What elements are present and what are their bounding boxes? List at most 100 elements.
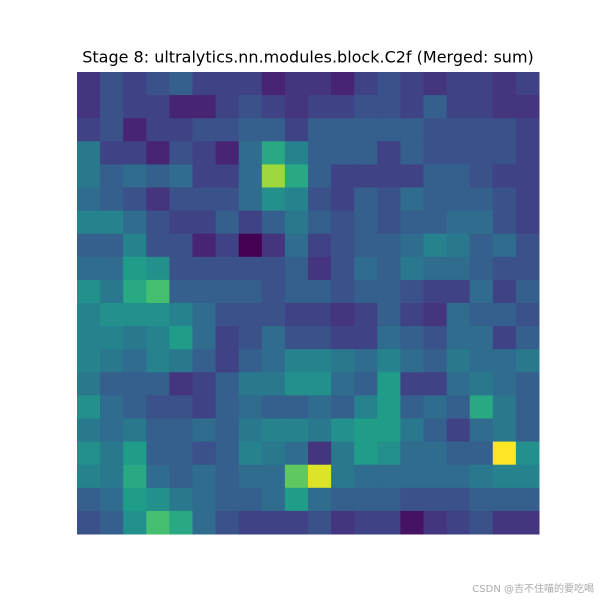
heat-cell bbox=[308, 164, 332, 188]
heat-cell bbox=[77, 164, 101, 188]
heat-cell bbox=[469, 441, 494, 466]
heat-cell bbox=[192, 95, 217, 119]
heat-cell bbox=[308, 303, 332, 327]
heat-cell bbox=[146, 164, 170, 188]
heat-cell bbox=[284, 487, 309, 512]
heat-cell bbox=[77, 418, 101, 443]
heat-cell bbox=[354, 349, 378, 373]
heat-cell bbox=[423, 441, 448, 466]
heat-cell bbox=[492, 464, 517, 489]
heat-cell bbox=[400, 141, 424, 165]
heat-cell bbox=[469, 256, 494, 281]
heat-cell bbox=[169, 464, 193, 489]
heat-cell bbox=[354, 303, 378, 327]
heat-cell bbox=[354, 118, 378, 142]
heat-cell bbox=[146, 510, 170, 535]
heat-cell bbox=[100, 487, 124, 512]
heat-cell bbox=[400, 303, 424, 327]
heat-cell bbox=[146, 233, 170, 258]
heat-cell bbox=[123, 395, 147, 419]
heat-cell bbox=[423, 256, 448, 281]
heat-cell bbox=[469, 487, 494, 512]
heat-cell bbox=[446, 441, 471, 466]
heat-cell bbox=[146, 95, 170, 119]
heat-cell bbox=[77, 187, 101, 212]
heat-cell bbox=[492, 279, 517, 304]
heat-cell bbox=[377, 441, 401, 466]
heat-cell bbox=[146, 210, 170, 235]
heat-cell bbox=[400, 164, 424, 188]
heat-cell bbox=[331, 349, 355, 373]
heat-cell bbox=[377, 395, 401, 419]
heat-cell bbox=[100, 72, 124, 96]
heat-cell bbox=[100, 164, 124, 188]
heat-cell bbox=[123, 256, 147, 281]
heat-cell bbox=[469, 395, 494, 419]
heat-cell bbox=[238, 464, 263, 489]
heat-cell bbox=[123, 418, 147, 443]
heat-cell bbox=[492, 395, 517, 419]
heat-cell bbox=[308, 118, 332, 142]
heat-cell bbox=[308, 418, 332, 443]
heat-cell bbox=[261, 233, 286, 258]
heat-cell bbox=[354, 487, 378, 512]
heat-cell bbox=[515, 187, 540, 212]
heat-cell bbox=[377, 510, 401, 535]
heat-cell bbox=[192, 464, 217, 489]
heat-cell bbox=[169, 418, 193, 443]
heat-cell bbox=[284, 349, 309, 373]
heat-cell bbox=[469, 510, 494, 535]
heat-cell bbox=[354, 418, 378, 443]
heat-cell bbox=[400, 187, 424, 212]
heat-cell bbox=[354, 256, 378, 281]
heat-cell bbox=[423, 349, 448, 373]
heat-cell bbox=[238, 372, 263, 396]
heat-cell bbox=[215, 141, 240, 165]
heat-cell bbox=[446, 256, 471, 281]
heat-cell bbox=[215, 464, 240, 489]
heat-cell bbox=[400, 418, 424, 443]
heat-cell bbox=[77, 510, 101, 535]
heat-cell bbox=[169, 303, 193, 327]
heat-cell bbox=[331, 164, 355, 188]
heat-cell bbox=[169, 210, 193, 235]
heat-cell bbox=[354, 210, 378, 235]
heat-cell bbox=[515, 118, 540, 142]
heat-cell bbox=[238, 256, 263, 281]
heat-cell bbox=[215, 233, 240, 258]
heat-cell bbox=[331, 395, 355, 419]
heat-cell bbox=[261, 164, 286, 188]
heat-cell bbox=[261, 441, 286, 466]
heat-cell bbox=[146, 118, 170, 142]
heat-cell bbox=[308, 233, 332, 258]
heat-cell bbox=[123, 187, 147, 212]
heat-cell bbox=[261, 256, 286, 281]
heat-cell bbox=[261, 326, 286, 350]
heat-cell bbox=[100, 418, 124, 443]
heat-cell bbox=[492, 72, 517, 96]
heat-cell bbox=[469, 233, 494, 258]
heat-cell bbox=[308, 326, 332, 350]
heat-cell bbox=[308, 279, 332, 304]
heat-cell bbox=[423, 487, 448, 512]
heat-cell bbox=[492, 187, 517, 212]
heat-cell bbox=[469, 164, 494, 188]
heat-cell bbox=[331, 141, 355, 165]
heat-cell bbox=[354, 187, 378, 212]
heat-cell bbox=[400, 72, 424, 96]
heat-cell bbox=[308, 464, 332, 489]
heat-cell bbox=[77, 279, 101, 304]
heat-cell bbox=[77, 326, 101, 350]
heat-cell bbox=[77, 141, 101, 165]
heat-cell bbox=[469, 141, 494, 165]
heat-cell bbox=[308, 95, 332, 119]
heat-cell bbox=[354, 95, 378, 119]
heat-cell bbox=[192, 210, 217, 235]
heat-cell bbox=[446, 187, 471, 212]
heat-cell bbox=[100, 303, 124, 327]
heat-cell bbox=[238, 187, 263, 212]
heat-cell bbox=[100, 395, 124, 419]
heat-cell bbox=[261, 487, 286, 512]
heat-cell bbox=[284, 418, 309, 443]
heat-cell bbox=[284, 395, 309, 419]
